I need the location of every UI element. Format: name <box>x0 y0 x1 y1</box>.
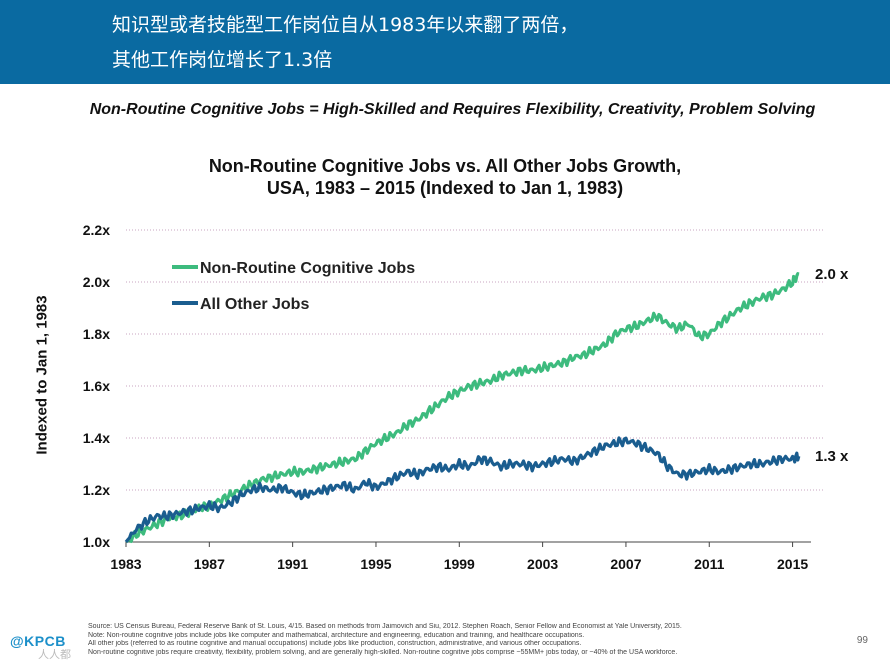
chart-title-line-2: USA, 1983 – 2015 (Indexed to Jan 1, 1983… <box>266 178 624 198</box>
chart-title-line-1: Non-Routine Cognitive Jobs vs. All Other… <box>208 156 682 176</box>
y-tick-label: 1.2x <box>83 482 110 498</box>
y-tick-label: 2.0x <box>83 274 110 290</box>
series-end-label: 2.0 x <box>815 266 849 283</box>
x-tick-label: 1999 <box>444 556 475 572</box>
source-notes: Source: US Census Bureau, Federal Reserv… <box>88 623 838 657</box>
x-tick-label: 1995 <box>360 556 391 572</box>
y-tick-label: 1.8x <box>83 326 110 342</box>
x-tick-label: 1983 <box>110 556 141 572</box>
legend-label: Non-Routine Cognitive Jobs <box>200 260 415 277</box>
page-number: 99 <box>856 635 868 646</box>
source-line: Source: US Census Bureau, Federal Reserv… <box>88 623 682 630</box>
banner-line-2: 其他工作岗位增长了1.3倍 <box>112 49 333 71</box>
legend-label: All Other Jobs <box>200 296 309 313</box>
y-tick-label: 1.6x <box>83 378 110 394</box>
watermark-text: 人人都 <box>38 648 71 661</box>
series-line-all-other-jobs <box>124 436 801 543</box>
source-line: Non-routine cognitive jobs require creat… <box>88 648 678 656</box>
header-banner: 知识型或者技能型工作岗位自从1983年以来翻了两倍， 其他工作岗位增长了1.3倍 <box>0 0 890 84</box>
y-tick-label: 1.0x <box>83 534 110 550</box>
banner-line-1: 知识型或者技能型工作岗位自从1983年以来翻了两倍， <box>112 14 579 36</box>
series-end-label: 1.3 x <box>815 448 849 465</box>
kpcb-logo: @KPCB <box>10 633 66 649</box>
x-tick-label: 2011 <box>694 556 725 572</box>
x-tick-label: 2015 <box>777 556 808 572</box>
source-line: Note: Non-routine cognitive jobs include… <box>88 631 585 639</box>
x-tick-label: 1991 <box>277 556 308 572</box>
source-line: All other jobs (referred to as routine c… <box>88 640 582 648</box>
x-tick-label: 1987 <box>194 556 225 572</box>
x-tick-label: 2003 <box>527 556 558 572</box>
y-tick-label: 1.4x <box>83 430 110 446</box>
series-line-non-routine-cognitive <box>125 272 800 544</box>
chart-title: Non-Routine Cognitive Jobs vs. All Other… <box>0 155 890 199</box>
slide-subtitle: Non-Routine Cognitive Jobs = High-Skille… <box>89 101 816 118</box>
x-tick-label: 2007 <box>610 556 641 572</box>
y-tick-label: 2.2x <box>83 222 110 238</box>
